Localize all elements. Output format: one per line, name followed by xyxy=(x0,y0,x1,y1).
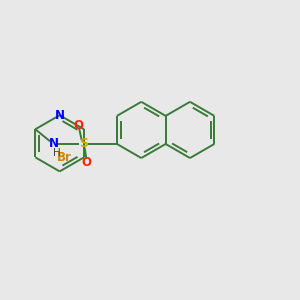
Text: O: O xyxy=(82,156,92,169)
Text: N: N xyxy=(49,137,59,151)
Text: H: H xyxy=(53,148,61,158)
Text: S: S xyxy=(79,137,88,151)
Text: O: O xyxy=(73,119,83,132)
Text: Br: Br xyxy=(57,151,72,164)
Text: N: N xyxy=(55,109,65,122)
